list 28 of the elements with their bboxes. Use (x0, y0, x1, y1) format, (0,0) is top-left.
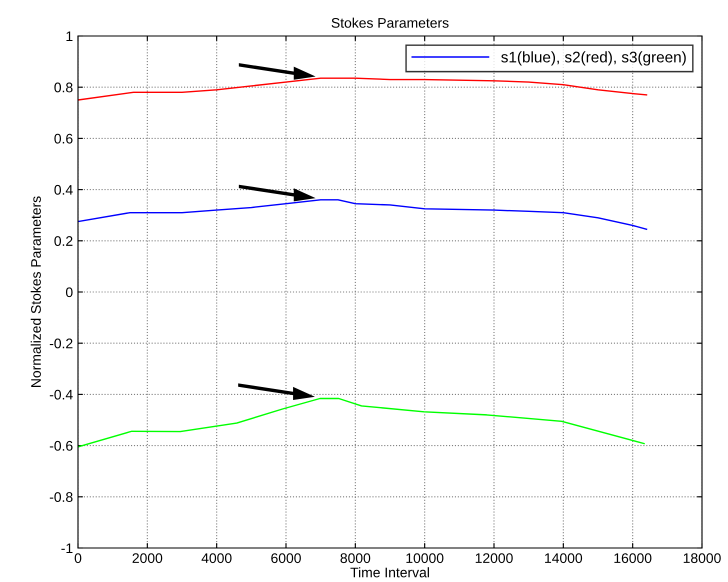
y-tick-label: 0.2 (54, 236, 72, 246)
x-tick-label: 0 (74, 553, 82, 564)
line-series (78, 199, 648, 230)
y-tick-label: 0.8 (54, 82, 73, 92)
x-tick-label: 18000 (684, 553, 721, 564)
y-tick-label: -0.2 (50, 338, 72, 348)
y-tick-label: -1 (61, 543, 72, 554)
x-axis-title: Time Interval (350, 567, 429, 578)
x-tick-label: 8000 (340, 553, 370, 564)
line-series (78, 78, 648, 101)
line-series (78, 398, 645, 448)
x-tick-label: 16000 (614, 553, 652, 564)
x-tick-label: 4000 (202, 553, 232, 564)
x-tick-label: 12000 (476, 553, 513, 564)
y-tick-label: 0.6 (54, 134, 73, 144)
y-tick-label: -0.8 (50, 492, 73, 502)
y-tick-label: -0.4 (50, 390, 73, 400)
y-tick-label: 0 (66, 287, 73, 298)
x-tick-label: 14000 (545, 553, 582, 564)
x-tick-label: 6000 (271, 553, 301, 564)
chart-title: Stokes Parameters (332, 18, 449, 28)
x-tick-label: 2000 (132, 553, 162, 564)
y-tick-label: 0.4 (54, 184, 73, 195)
y-axis-title: Normalized Stokes Parameters (30, 196, 41, 387)
y-tick-label: -0.6 (50, 440, 73, 451)
y-tick-label: 1 (66, 31, 72, 42)
x-tick-label: 10000 (406, 553, 444, 564)
legend-label: s1(blue), s2(red), s3(green) (501, 51, 686, 66)
